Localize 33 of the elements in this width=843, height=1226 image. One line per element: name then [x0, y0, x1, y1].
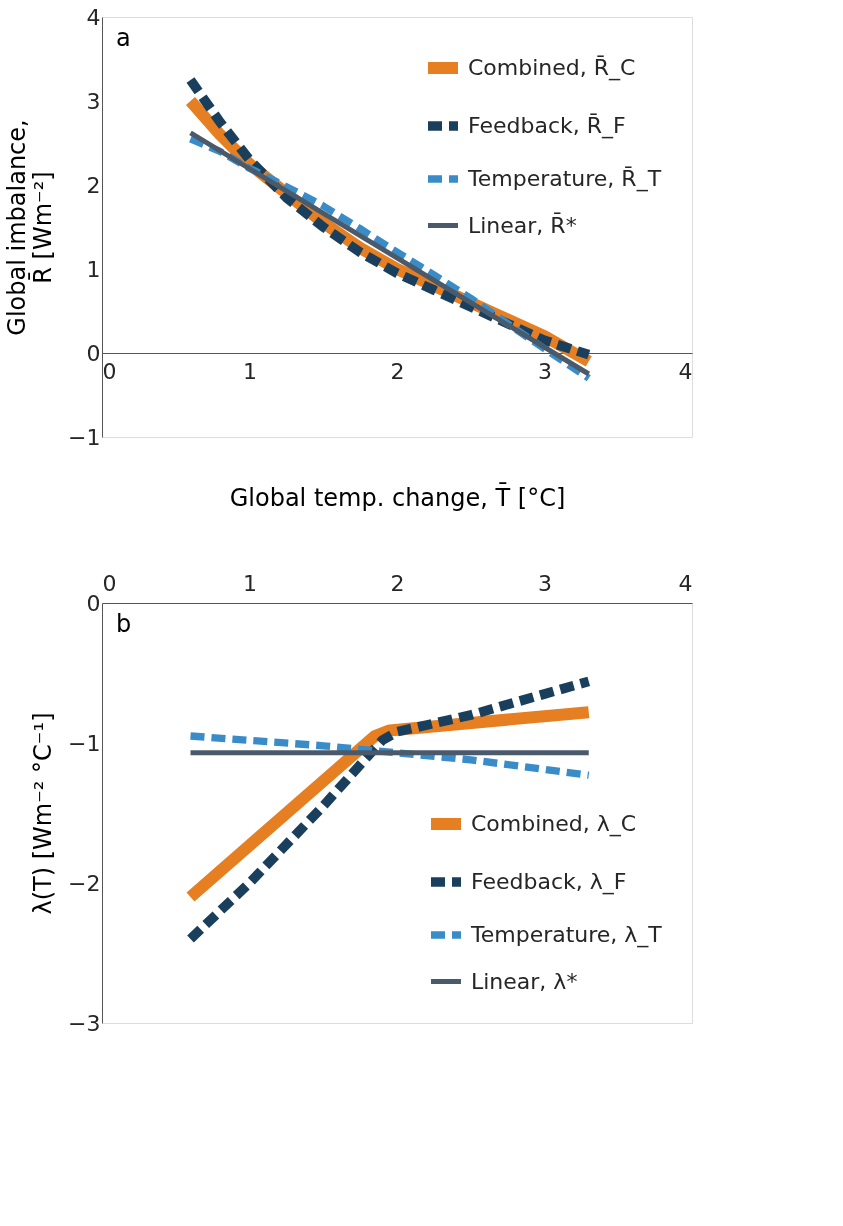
- y-tick-label: 2: [86, 172, 101, 198]
- y-tick-label: 1: [86, 256, 101, 282]
- x-tick-label: 2: [390, 358, 405, 384]
- legend-label: Temperature, R̄_T: [467, 165, 662, 192]
- legend-label: Feedback, λ_F: [471, 869, 627, 895]
- x-tick-label: 3: [538, 358, 552, 384]
- x-axis-title: Global temp. change, T̄ [°C]: [229, 482, 566, 512]
- x-tick-label: 3: [538, 570, 552, 596]
- y-tick-label: 3: [86, 88, 101, 114]
- y-tick-label: 0: [86, 340, 101, 366]
- x-tick-label: 4: [678, 358, 693, 384]
- legend-label: Combined, λ_C: [471, 811, 637, 837]
- y-tick-label: −1: [68, 730, 101, 756]
- legend-label: Feedback, R̄_F: [468, 112, 626, 139]
- annotation: a: [116, 24, 131, 52]
- annotation: b: [116, 610, 132, 638]
- legend-label: Linear, λ*: [471, 968, 578, 994]
- y-tick-label: −3: [68, 1010, 101, 1036]
- text: R̄ [Wm⁻²]: [29, 171, 58, 284]
- y-tick-label: 0: [86, 590, 101, 616]
- y-tick-label: 4: [86, 4, 101, 30]
- y-tick-label: −2: [68, 870, 101, 896]
- x-tick-label: 2: [390, 570, 405, 596]
- x-tick-label: 1: [243, 570, 257, 596]
- x-tick-label: 0: [102, 570, 117, 596]
- legend-label: Combined, R̄_C: [468, 54, 636, 81]
- x-tick-label: 4: [678, 570, 693, 596]
- legend-label: Linear, R̄*: [468, 212, 577, 238]
- y-axis-title: λ(T) [Wm⁻² °C⁻¹]: [29, 712, 58, 915]
- y-tick-label: −1: [68, 424, 101, 450]
- legend-label: Temperature, λ_T: [470, 922, 663, 948]
- x-tick-label: 0: [102, 358, 117, 384]
- x-tick-label: 1: [243, 358, 257, 384]
